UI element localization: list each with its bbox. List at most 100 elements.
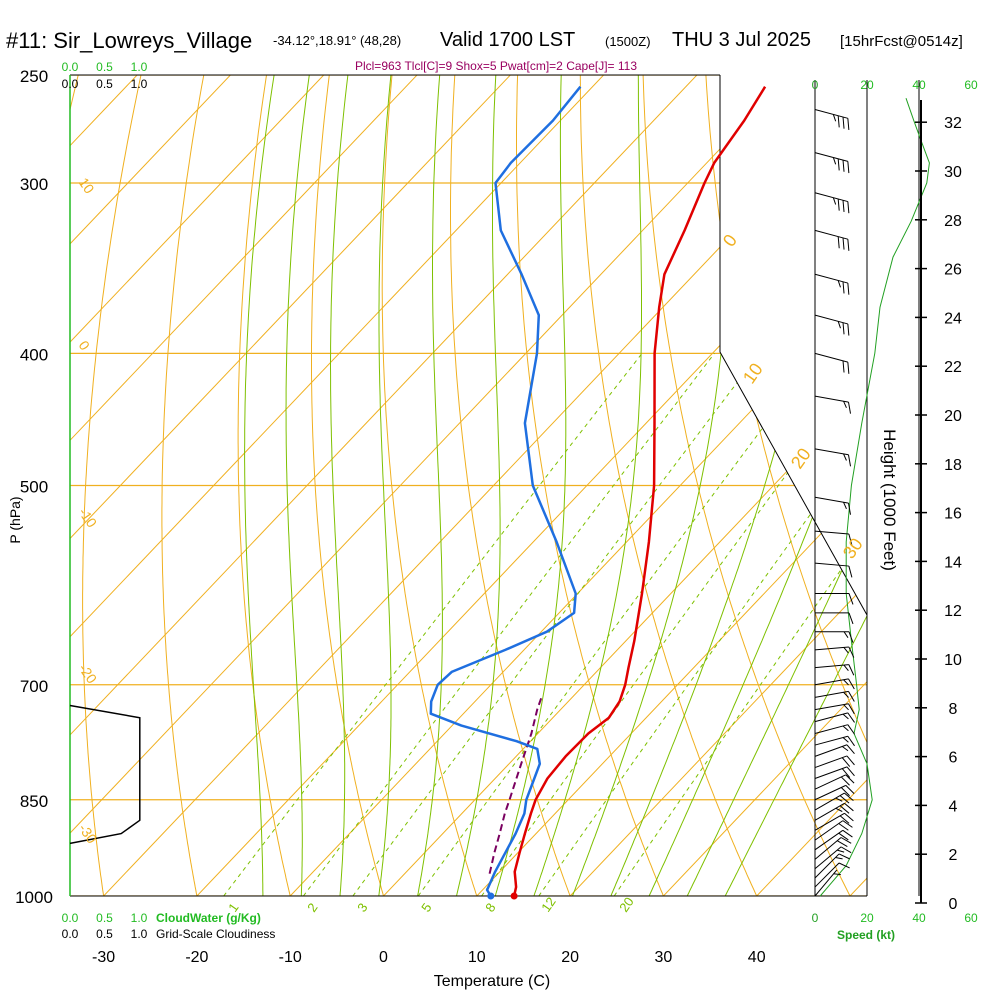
cloudiness-tick-top: 0.5 (96, 77, 113, 91)
height-tick: 4 (949, 798, 958, 815)
barb-shaft (814, 678, 849, 686)
barb-feather (842, 322, 845, 335)
barb-feather (843, 401, 847, 409)
barb-feather (848, 565, 853, 578)
height-tick: 30 (944, 164, 962, 181)
valid-utc: (1500Z) (605, 34, 651, 49)
barb-shaft (814, 229, 848, 240)
isotherm-line (70, 75, 441, 896)
wind-barb (814, 837, 852, 860)
wind-barb (814, 690, 855, 702)
mixing-ratio-line (352, 352, 760, 896)
barb-feather (838, 823, 849, 831)
wind-barb (814, 744, 855, 757)
height-tick: 6 (949, 750, 958, 767)
speed-tick-top: 0 (812, 78, 819, 92)
isotherm-line (70, 75, 534, 896)
cloudwater-tick-bottom: 0.0 (62, 911, 79, 925)
barb-feather (847, 401, 852, 414)
speed-tick-top: 40 (912, 78, 926, 92)
barb-feather (839, 815, 850, 824)
barb-feather (832, 157, 837, 165)
parcel-trace (488, 696, 543, 874)
isotherm-line (262, 75, 867, 896)
wind-barbs (814, 109, 855, 897)
speed-label: Speed (kt) (837, 928, 895, 942)
wind-barb (814, 755, 855, 769)
barb-shaft (814, 837, 842, 860)
cloudwater-tick-bottom: 1.0 (131, 911, 148, 925)
x-axis-title: Temperature (C) (434, 973, 550, 990)
barb-feather (837, 158, 840, 171)
dry-adiabat (311, 75, 393, 896)
cloudiness-panel: 0.0 0.0 0.0 0.0 0.5 0.5 0.5 0.5 1.0 1.0 1.0 1.0 (62, 60, 148, 941)
barb-feather (842, 281, 845, 294)
barb-feather (842, 360, 845, 373)
temp-tick: -20 (185, 949, 208, 966)
wind-barb (814, 273, 850, 295)
moist-adiabat (244, 75, 279, 896)
barb-feather (847, 735, 855, 747)
barb-feather (847, 712, 855, 723)
barb-shaft (814, 802, 845, 821)
barb-shaft (814, 395, 849, 403)
moist-adiabat (330, 75, 352, 896)
barb-feather (843, 704, 849, 711)
wind-barb (815, 612, 854, 625)
pressure-tick-1000: 1000 (15, 888, 53, 907)
wind-barb (814, 703, 855, 715)
barb-feather (835, 797, 843, 802)
barb-feather (842, 820, 853, 828)
barb-shaft (814, 869, 838, 897)
moist-adiabat (598, 75, 834, 896)
pressure-tick-700: 700 (20, 677, 48, 696)
barb-feather (847, 118, 850, 131)
barb-feather (843, 647, 849, 654)
wind-barb (814, 664, 855, 676)
isotherm-line (448, 75, 867, 896)
barb-feather (837, 236, 840, 249)
barb-feather (842, 713, 849, 720)
barb-feather (839, 795, 850, 804)
barb-feather (847, 239, 850, 251)
barb-shaft (814, 273, 848, 284)
wind-barb (814, 109, 850, 131)
pressure-tick-500: 500 (20, 478, 48, 497)
barb-shaft (814, 812, 845, 831)
barb-shaft (814, 530, 849, 535)
barb-feather (847, 503, 852, 515)
cloudiness-label: Grid-Scale Cloudiness (156, 927, 275, 941)
wind-barb (814, 229, 850, 251)
barb-feather (845, 774, 855, 784)
barb-feather (845, 785, 855, 795)
barb-shaft (814, 562, 849, 567)
isotherm-line (70, 75, 721, 896)
wind-barb (814, 530, 853, 546)
isotherm-line (728, 75, 867, 896)
wind-barb (814, 820, 853, 841)
height-tick: 0 (949, 896, 958, 913)
dry-adiabat (161, 75, 209, 896)
moist-adiabat (448, 75, 501, 896)
height-tick: 20 (944, 408, 962, 425)
mixing-ratio-label: 2 (304, 900, 320, 915)
cloudwater-tick-top: 0.5 (96, 60, 113, 74)
barb-feather (848, 678, 855, 690)
barb-feather (842, 725, 849, 732)
mixing-ratio-line (223, 352, 643, 896)
cloudiness-tick-bottom: 0.0 (62, 927, 79, 941)
height-tick: 8 (949, 701, 958, 718)
speed-tick-bottom: 40 (912, 911, 926, 925)
mixing-ratio-label: 12 (538, 894, 559, 914)
dry-adiabat (891, 51, 1000, 925)
barb-shaft (814, 664, 849, 669)
barb-feather (847, 201, 850, 214)
cloudwater-tick-top: 1.0 (131, 60, 148, 74)
isotherm-line (169, 75, 867, 896)
height-tick: 24 (944, 310, 962, 327)
barb-feather (844, 802, 854, 812)
height-tick: 16 (944, 506, 962, 523)
wind-barb (814, 846, 852, 870)
wind-barb (814, 712, 855, 723)
